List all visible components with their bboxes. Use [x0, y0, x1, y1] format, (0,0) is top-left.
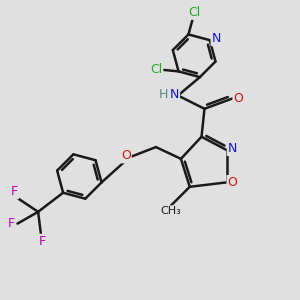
Text: Cl: Cl [188, 6, 201, 19]
Text: N: N [212, 32, 221, 45]
Text: F: F [8, 217, 15, 230]
Text: Cl: Cl [150, 63, 162, 76]
Text: O: O [121, 149, 131, 162]
Text: O: O [233, 92, 243, 105]
Text: H: H [159, 88, 169, 101]
Text: O: O [227, 176, 237, 189]
Text: F: F [11, 185, 18, 198]
Text: F: F [39, 235, 46, 248]
Text: N: N [170, 88, 179, 101]
Text: CH₃: CH₃ [160, 206, 181, 216]
Text: N: N [228, 142, 237, 155]
